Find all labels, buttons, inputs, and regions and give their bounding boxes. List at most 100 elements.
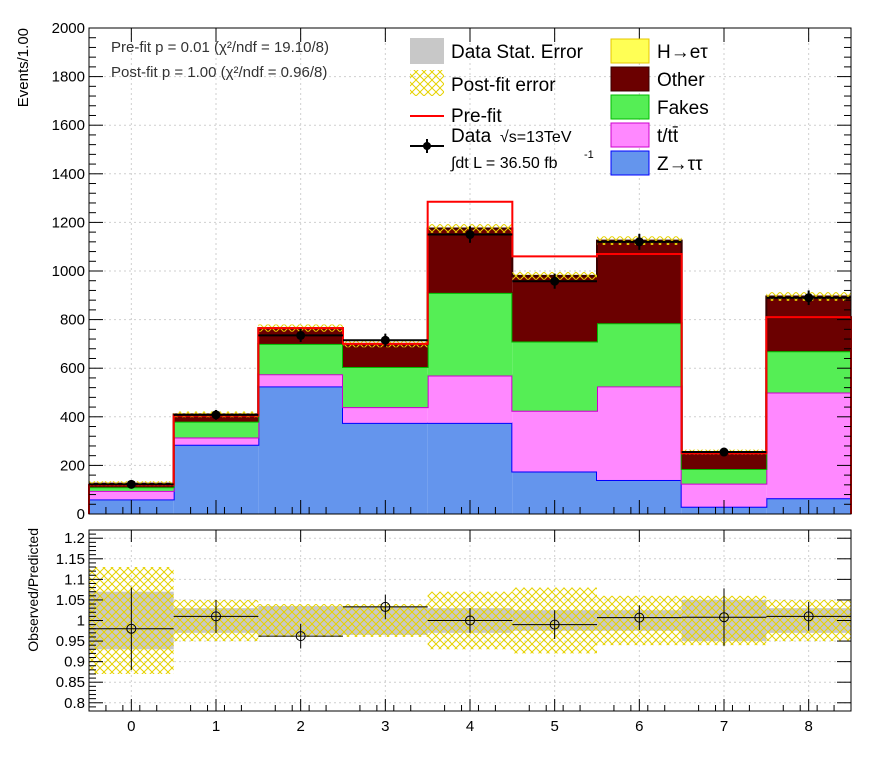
ratio-point	[803, 611, 814, 622]
bar-other	[343, 343, 428, 367]
main-ytick-label: 1400	[52, 166, 85, 183]
bar-top	[343, 407, 428, 423]
main-ytick-label: 1800	[52, 69, 85, 86]
ratio-ytick-label: 1.15	[56, 551, 85, 568]
data-point	[211, 410, 221, 420]
prefit-fit-info: Pre-fit p = 0.01 (χ²/ndf = 19.10/8)	[111, 39, 329, 56]
main-ytick-label: 2000	[52, 20, 85, 37]
ratio-ytick-label: 0.95	[56, 633, 85, 650]
data-point	[296, 330, 306, 340]
legend-stat-error-label: Data Stat. Error	[451, 42, 584, 63]
legend-data-label: Data	[451, 126, 492, 147]
bar-top	[427, 375, 513, 423]
legend-fakes-swatch	[610, 94, 650, 120]
legend-data-swatch-marker	[423, 142, 431, 150]
bar-top	[766, 392, 851, 499]
legend-lumi-label: ∫dt L = 36.50 fb	[450, 155, 558, 172]
ratio-axes: 0.8 0.85 0.9 0.95 1 1.05 1.1 1.15 1.2 0 1 2 3 4 5 6 7 8	[56, 529, 852, 735]
legend-ztt-label: Z→ττ	[657, 154, 703, 175]
main-ytick-label: 200	[60, 457, 85, 474]
ratio-xtick-label: 2	[296, 718, 304, 735]
ratio-ytick-label: 0.8	[64, 695, 85, 712]
bar-top	[89, 490, 174, 500]
data-points	[89, 226, 851, 489]
bar-top	[173, 437, 259, 445]
bar-fakes	[343, 366, 428, 408]
bar-other	[681, 452, 767, 470]
main-ytick-label: 1000	[52, 263, 85, 280]
data-point	[550, 276, 560, 286]
bar-other	[766, 296, 851, 352]
ratio-point	[126, 623, 137, 634]
ratio-ylabel: Observed/Predicted	[25, 528, 41, 652]
ratio-point	[719, 612, 729, 623]
data-point	[380, 335, 390, 345]
legend-prefit-label: Pre-fit	[451, 106, 502, 127]
main-ytick-label: 400	[60, 409, 85, 426]
ratio-point	[295, 631, 306, 642]
legend-fakes-label: Fakes	[657, 98, 709, 119]
bar-ztt	[343, 422, 428, 514]
legend-other-label: Other	[657, 70, 705, 91]
legend-ztt-swatch	[610, 150, 650, 176]
legend-postfit-label: Post-fit error	[451, 75, 556, 96]
bar-fakes	[258, 343, 343, 375]
bar-top	[681, 483, 767, 507]
data-point	[465, 230, 475, 240]
ratio-point	[634, 612, 645, 623]
ratio-xtick-label: 6	[635, 718, 643, 735]
main-ytick-label: 800	[60, 312, 85, 329]
bar-ztt	[258, 386, 343, 514]
postfit-fit-info: Post-fit p = 1.00 (χ²/ndf = 0.96/8)	[111, 64, 327, 81]
ratio-xtick-label: 3	[381, 718, 389, 735]
legend-signal-swatch	[610, 38, 650, 64]
ratio-ytick-label: 1.05	[56, 592, 85, 609]
bar-fakes	[766, 351, 851, 393]
main-ytick-label: 600	[60, 360, 85, 377]
bar-fakes	[89, 487, 174, 491]
ratio-ytick-label: 0.9	[64, 654, 85, 671]
bar-top	[597, 386, 682, 480]
main-ytick-label: 1600	[52, 117, 85, 134]
legend-other-swatch	[610, 66, 650, 92]
stacked-histogram	[89, 227, 851, 514]
ratio-point	[380, 601, 391, 612]
ratio-xtick-label: 1	[212, 718, 220, 735]
ratio-point	[211, 611, 221, 622]
bar-fakes	[597, 323, 682, 387]
legend-lumi-exponent: -1	[584, 149, 594, 161]
ratio-point	[549, 619, 560, 630]
legend-energy-label: √s=13TeV	[500, 129, 572, 146]
ratio-xtick-label: 4	[466, 718, 474, 735]
legend-stat-error-swatch	[410, 38, 444, 64]
bar-top	[258, 374, 343, 387]
bar-fakes	[681, 469, 767, 484]
ratio-points	[89, 587, 851, 670]
ratio-ytick-label: 1	[77, 613, 85, 630]
data-point	[804, 293, 814, 303]
data-point	[719, 447, 729, 457]
bar-fakes	[427, 292, 513, 376]
main-axes: 0 200 400 600 800 1000 1200 1400 1600 1800 2000	[52, 20, 852, 523]
bar-top	[512, 410, 597, 472]
ratio-xtick-label: 8	[804, 718, 812, 735]
legend-top-swatch	[610, 122, 650, 148]
legend-signal-label: H→eτ	[657, 42, 708, 63]
ratio-xtick-label: 0	[127, 718, 135, 735]
bar-ztt	[427, 422, 513, 514]
ratio-point	[465, 615, 475, 626]
main-ytick-label: 1200	[52, 214, 85, 231]
legend-top-label: t/tt̄	[657, 126, 679, 147]
main-ytick-label: 0	[77, 506, 85, 523]
ratio-ytick-label: 1.2	[64, 530, 85, 547]
ratio-xtick-label: 5	[550, 718, 558, 735]
bar-fakes	[173, 421, 259, 438]
data-point	[126, 479, 136, 489]
ratio-ytick-label: 1.1	[64, 571, 85, 588]
legend: Data Stat. Error Post-fit error Pre-fit …	[410, 38, 709, 176]
legend-postfit-swatch	[410, 70, 444, 96]
data-point	[634, 237, 644, 247]
ratio-xtick-label: 7	[720, 718, 728, 735]
